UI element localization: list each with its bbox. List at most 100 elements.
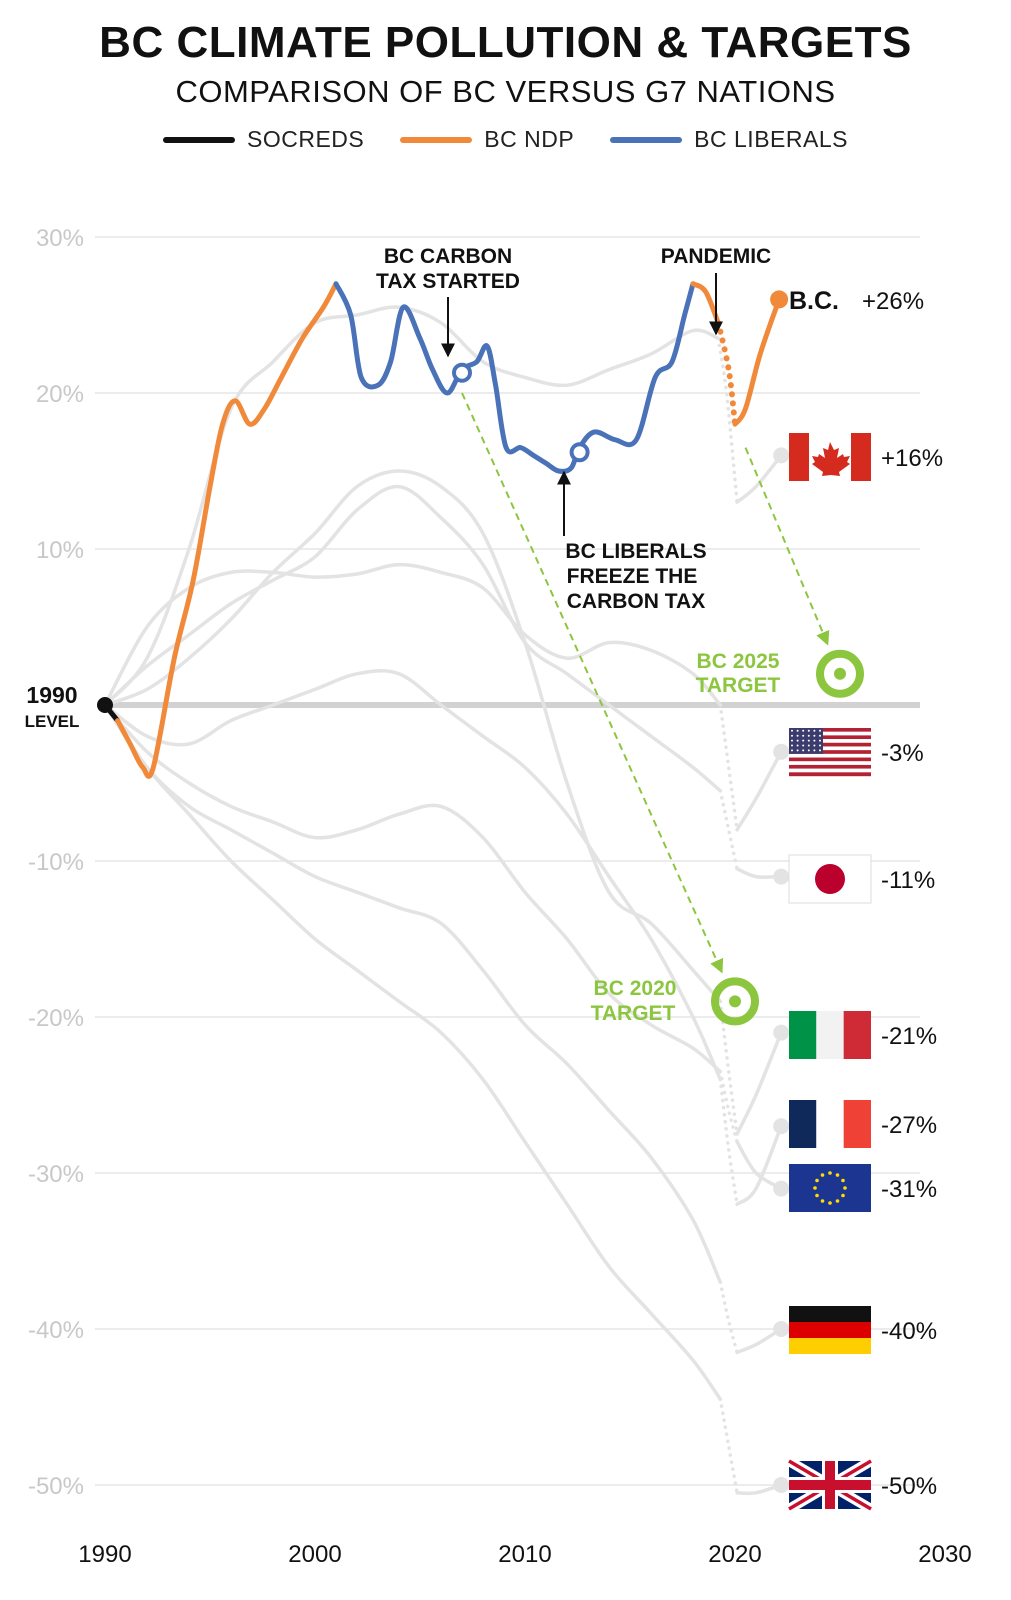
target-arrows <box>461 392 864 1026</box>
flag-part <box>816 1100 844 1148</box>
flag-part <box>789 1338 871 1354</box>
target-center <box>834 667 846 680</box>
series-dotted-uk <box>718 1397 739 1495</box>
flag-star <box>796 744 799 747</box>
flag-part <box>789 433 809 481</box>
flag-star <box>807 739 810 742</box>
flag-star <box>802 734 805 737</box>
series-dotted-canada <box>716 336 739 504</box>
flag-star <box>819 744 821 747</box>
end-label-italy: -21% <box>881 1023 937 1050</box>
legend-label-ndp: BC NDP <box>484 126 575 152</box>
series-end-point-canada <box>773 447 790 464</box>
series-line-uk <box>103 703 723 1401</box>
target-2025-label-line2: TARGET <box>696 674 781 697</box>
target-ring <box>711 977 759 1026</box>
flag-uk-icon <box>786 1456 874 1514</box>
legend-label-liberals: BC LIBERALS <box>694 126 848 152</box>
flag-stripe <box>789 728 871 732</box>
freeze-label-line3: CARBON TAX <box>567 590 705 613</box>
flag-stripe <box>789 731 871 736</box>
flag-star <box>791 729 793 732</box>
flag-canada-icon <box>789 433 871 481</box>
flag-stripe <box>789 739 871 743</box>
legend: SOCREDS BC NDP BC LIBERALS <box>0 126 1011 153</box>
end-label-france: -27% <box>881 1112 937 1139</box>
series-line-eu <box>103 703 723 1074</box>
x-tick-label: 1990 <box>78 1541 131 1568</box>
flag-star <box>796 734 799 737</box>
flag-france-icon <box>789 1100 871 1148</box>
legend-item-liberals: BC LIBERALS <box>610 126 848 153</box>
flag-stripe <box>789 750 871 755</box>
end-label-canada: +16% <box>881 445 943 472</box>
target-2020-label-line2: TARGET <box>591 1002 676 1025</box>
freeze-label-line2: FREEZE THE <box>567 565 698 588</box>
target-arrow <box>461 392 724 974</box>
y-tick-label: -40% <box>28 1317 84 1344</box>
series-end-point-eu <box>773 1180 790 1197</box>
legend-item-socreds: SOCREDS <box>163 126 364 153</box>
flag-star <box>791 734 793 737</box>
carbon-tax-label-line2: TAX STARTED <box>376 270 520 293</box>
bc-segment-ndp <box>732 296 782 427</box>
flag-star <box>815 1178 819 1183</box>
flag-star <box>791 739 793 742</box>
flag-star <box>813 734 816 737</box>
flag-part <box>843 1011 871 1059</box>
flag-part <box>851 433 871 481</box>
flag-star <box>796 739 799 742</box>
flag-star <box>813 1186 817 1190</box>
flag-star <box>813 739 816 742</box>
bc-segment-ndp <box>115 281 339 779</box>
legend-swatch-liberals <box>610 136 683 143</box>
series-dotted-germany <box>718 1280 739 1355</box>
chart-title: BC CLIMATE POLLUTION & TARGETS <box>99 18 912 67</box>
flag-star <box>802 729 805 732</box>
series-dotted-japan <box>718 789 739 871</box>
flag-star <box>828 1171 832 1175</box>
baseline-label-year: 1990 <box>26 682 77 708</box>
target-ring <box>816 649 864 698</box>
series-line-italy <box>103 469 723 1004</box>
bc-event-marker <box>569 442 590 463</box>
carbon-tax-label-line1: BC CARBON <box>384 245 512 268</box>
flag-star <box>796 749 799 752</box>
series-line-germany <box>103 703 723 1284</box>
flag-stripe <box>789 742 871 747</box>
y-tick-label: 10% <box>36 537 84 564</box>
series-dotted-usa <box>718 703 739 832</box>
series-line-canada <box>103 305 720 707</box>
legend-swatch-socreds <box>163 136 236 143</box>
flag-part <box>843 1100 871 1148</box>
flag-eu-icon <box>789 1164 871 1212</box>
x-tick-label: 2000 <box>288 1541 341 1568</box>
flag-stripe <box>789 761 871 766</box>
flag-part <box>789 1011 817 1059</box>
series-line-usa <box>103 562 723 707</box>
g7-series <box>103 305 790 1496</box>
flag-cross-red <box>789 1480 871 1490</box>
flag-star <box>841 1193 845 1198</box>
series-end-point-france <box>773 1118 790 1135</box>
flag-star <box>796 729 799 732</box>
flag-star <box>815 1193 819 1198</box>
end-label-germany: -40% <box>881 1318 937 1345</box>
bc-name-label: B.C. <box>789 287 839 315</box>
y-tick-label: -20% <box>28 1005 84 1032</box>
flag-stripe <box>789 746 871 751</box>
x-tick-label: 2010 <box>498 1541 551 1568</box>
flag-star <box>828 1201 832 1205</box>
pandemic-label: PANDEMIC <box>661 245 771 268</box>
flag-star <box>819 749 821 752</box>
series-tail-italy <box>735 1030 783 1136</box>
end-label-eu: -31% <box>881 1176 937 1203</box>
target-center <box>729 995 741 1008</box>
flag-star <box>820 1199 825 1203</box>
bc-series <box>97 281 789 779</box>
flag-stripe <box>789 753 871 758</box>
end-label-japan: -11% <box>881 867 935 894</box>
flag-part <box>789 1306 871 1322</box>
